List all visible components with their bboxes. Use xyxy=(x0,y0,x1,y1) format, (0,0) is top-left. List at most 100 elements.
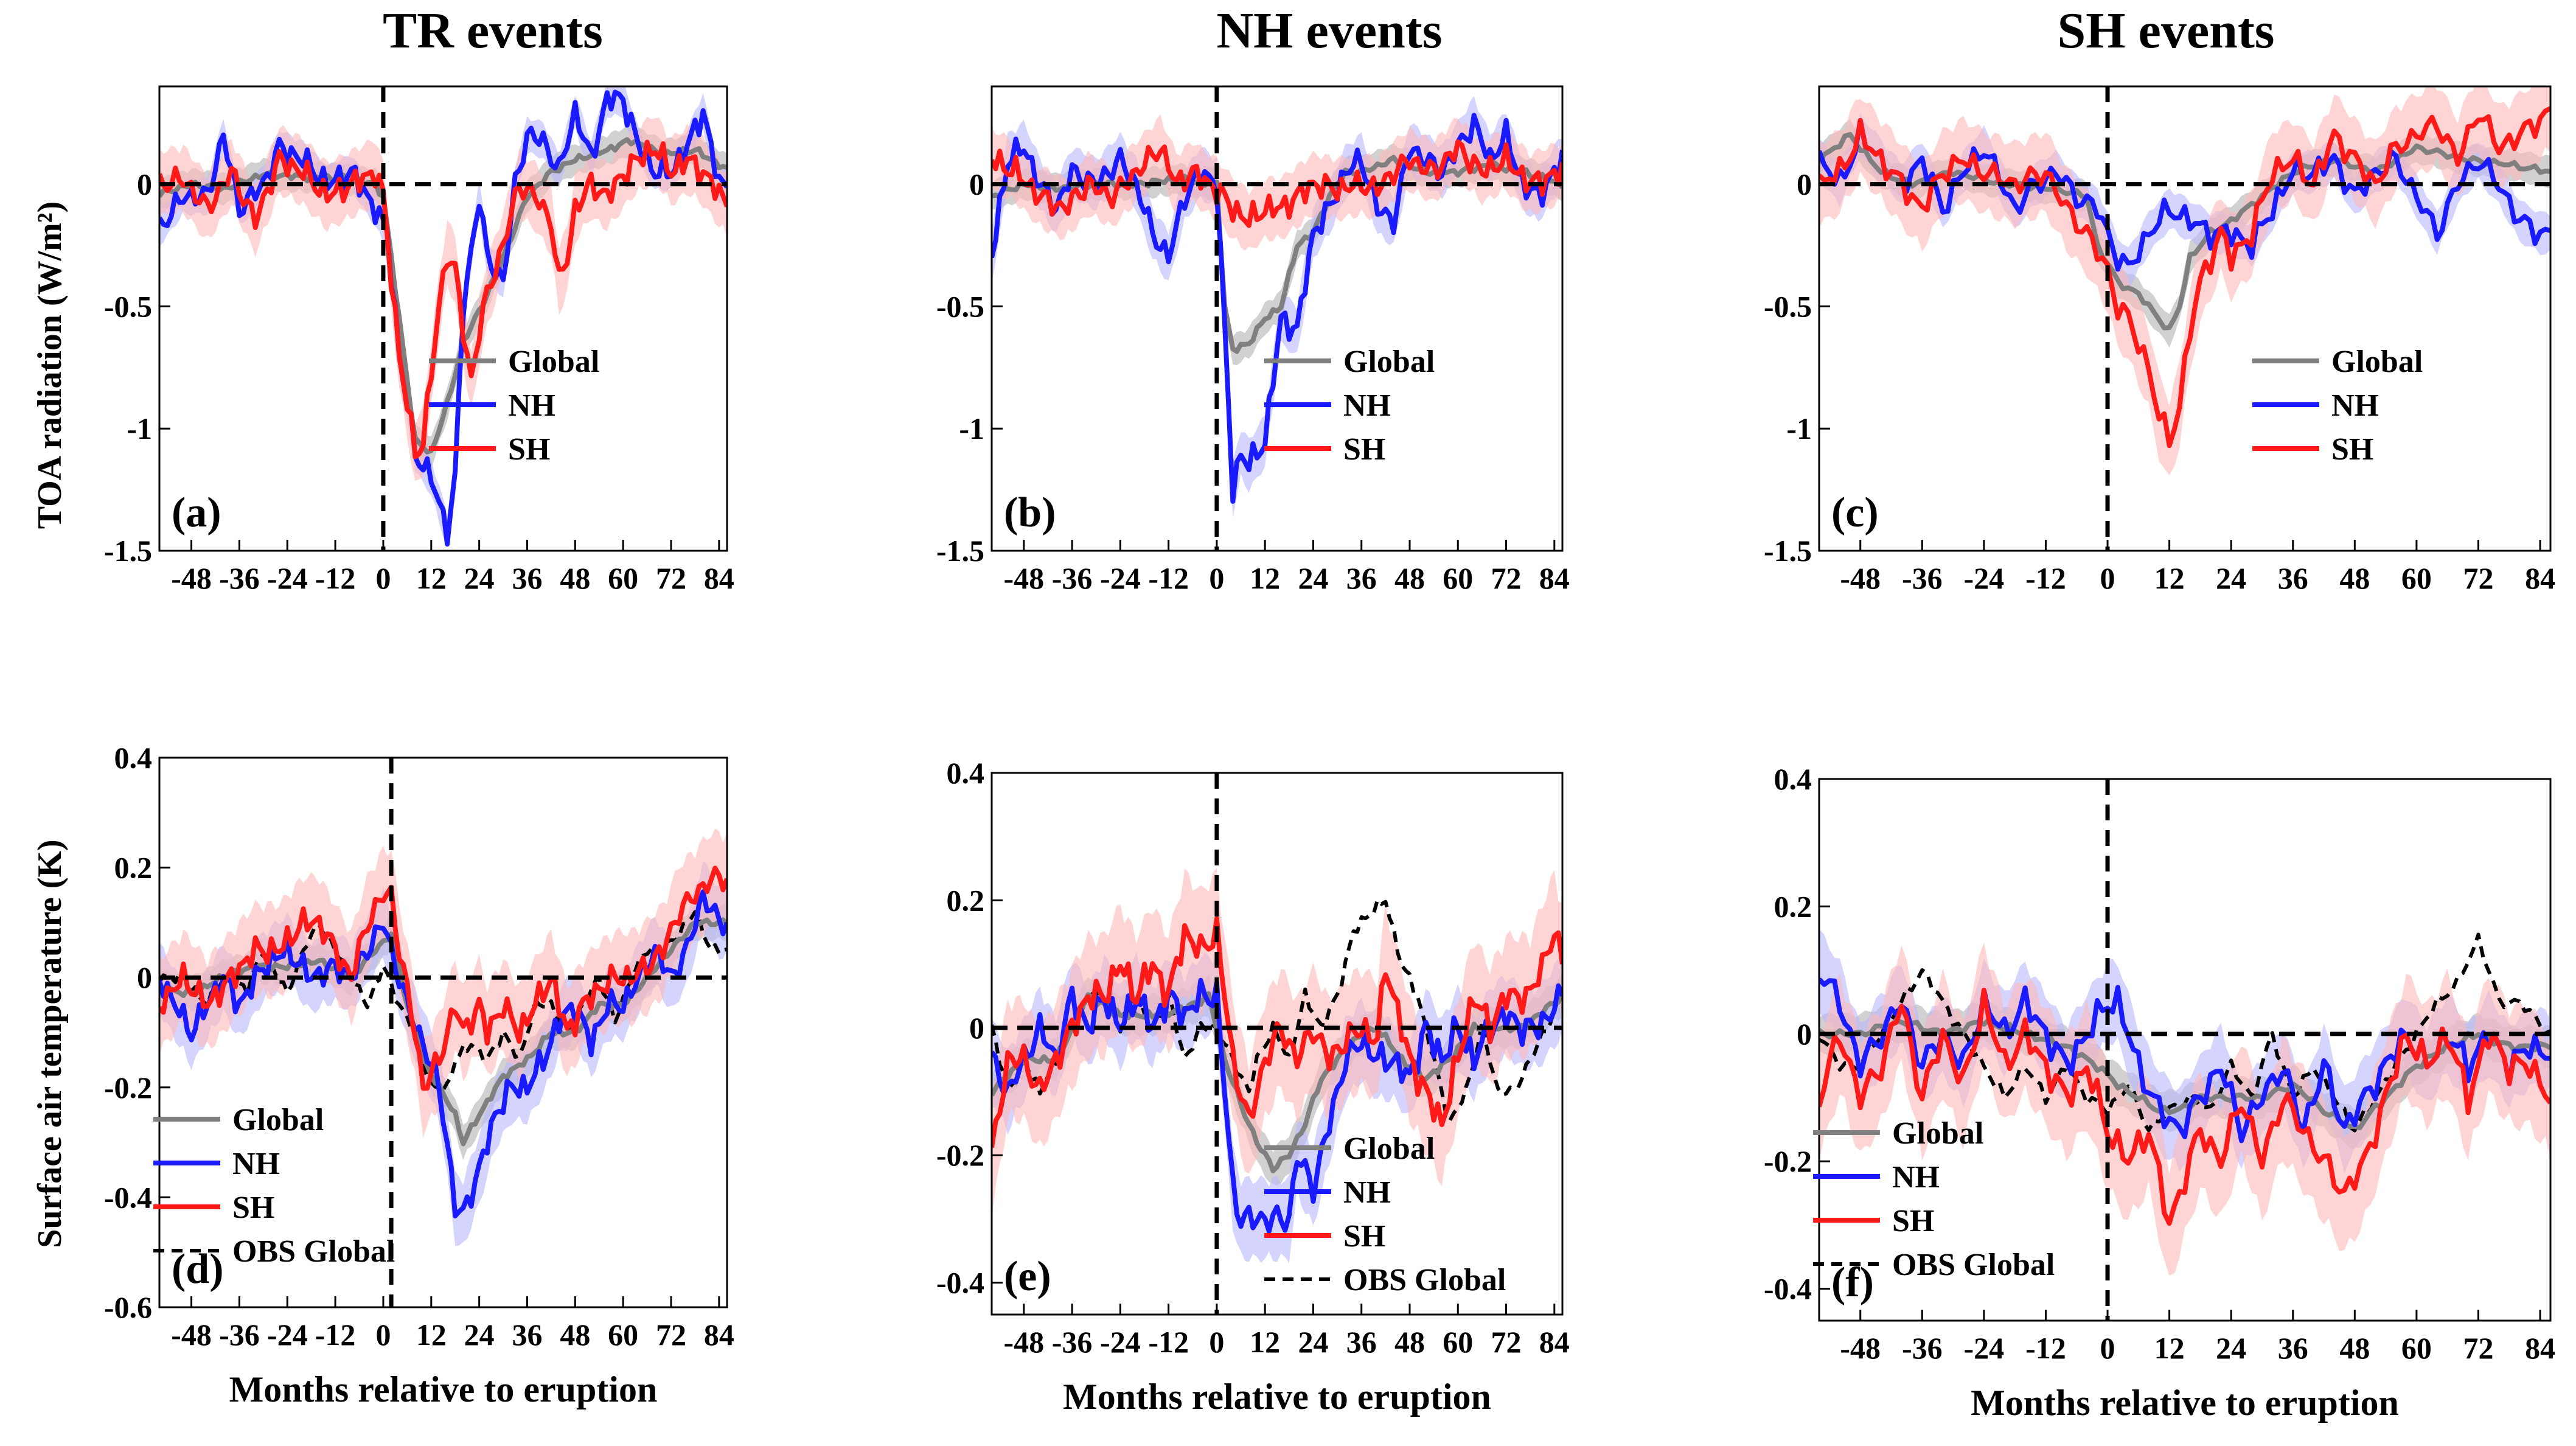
y-tick-label: -0.2 xyxy=(1764,1144,1812,1178)
global-legend-label: Global xyxy=(2331,344,2423,379)
x-tick-label: 24 xyxy=(2216,561,2246,595)
y-tick-label: -1.5 xyxy=(1764,534,1812,568)
x-tick-label: 84 xyxy=(1539,561,1570,595)
x-tick-label: 84 xyxy=(2525,561,2555,595)
x-tick-label: 48 xyxy=(560,1318,590,1352)
x-tick-label: -12 xyxy=(2025,1331,2066,1365)
x-tick-label: 0 xyxy=(1209,1325,1224,1359)
x-tick-label: 84 xyxy=(1539,1325,1570,1359)
x-tick-label: 24 xyxy=(464,1318,495,1352)
x-tick-label: 48 xyxy=(1394,561,1425,595)
column-title-nh: NH events xyxy=(1217,2,1443,59)
y-tick-label: -1.5 xyxy=(104,534,152,568)
global-legend-label: Global xyxy=(1343,1131,1435,1166)
y-tick-label: -1.5 xyxy=(936,534,984,568)
x-tick-label: 72 xyxy=(2463,1331,2493,1365)
x-tick-label: 60 xyxy=(2401,561,2432,595)
x-tick-label: 84 xyxy=(2525,1331,2555,1365)
x-tick-label: 36 xyxy=(2278,1331,2308,1365)
x-tick-label: -48 xyxy=(1004,1325,1045,1359)
x-tick-label: 72 xyxy=(656,1318,686,1352)
plot-area xyxy=(992,96,1562,518)
y-tick-label: -1 xyxy=(1786,411,1812,445)
x-tick-label: 36 xyxy=(2278,561,2308,595)
x-tick-label: 0 xyxy=(375,1318,391,1352)
legend: Global NH SH xyxy=(1264,344,1435,467)
panel-a: -48 -36 -24 -12 0 12 24 36 48 60 72 84 0 -0.5 -1 -1.5 (a… xyxy=(104,85,734,595)
nh-series-line xyxy=(1819,117,2550,272)
x-tick-label: 48 xyxy=(560,561,590,595)
legend: Global NH SH xyxy=(2252,344,2423,467)
x-tick-label: 60 xyxy=(608,561,638,595)
x-tick-label: 72 xyxy=(1491,1325,1522,1359)
axes-frame xyxy=(1818,778,2552,1322)
column-title-tr: TR events xyxy=(383,2,603,59)
global-legend-label: Global xyxy=(1892,1116,1983,1151)
x-tick-label: 60 xyxy=(608,1318,638,1352)
y-tick-label: -0.6 xyxy=(104,1290,152,1324)
plot-area xyxy=(159,86,727,547)
y-tick-label: 0.2 xyxy=(947,883,985,917)
y-tick-label: 0 xyxy=(1797,1017,1812,1051)
nh-uncertainty-band xyxy=(1819,113,2550,293)
panel-f: -48 -36 -24 -12 0 12 24 36 48 60 72 84 0.4 0.2 0 -0.2 -0… xyxy=(1764,762,2555,1423)
x-tick-label: 12 xyxy=(2154,1331,2185,1365)
y-tick-label: -0.5 xyxy=(1764,289,1812,323)
panel-label: (f) xyxy=(1831,1259,1874,1306)
panel-c: -48 -36 -24 -12 0 12 24 36 48 60 72 84 0 -0.5 -1 -1.5 (c… xyxy=(1764,85,2555,595)
x-tick-label: 12 xyxy=(1250,561,1280,595)
nh-series-line xyxy=(159,89,727,547)
x-axis-label: Months relative to eruption xyxy=(1063,1377,1491,1417)
y-tick-label: 0.2 xyxy=(114,851,153,885)
y-tick-label: 0.4 xyxy=(114,741,153,775)
x-tick-label: -24 xyxy=(1964,561,2005,595)
legend: Global NH SH xyxy=(429,344,599,467)
sh-series-line xyxy=(992,916,1562,1148)
axes-frame xyxy=(158,85,728,552)
x-tick-label: 24 xyxy=(2216,1331,2246,1365)
y-tick-label: -1 xyxy=(959,411,984,445)
x-tick-label: 60 xyxy=(1443,1325,1473,1359)
x-tick-label: 48 xyxy=(1394,1325,1425,1359)
legend: Global NH SH OBS Global xyxy=(1813,1116,2055,1282)
x-tick-label: -48 xyxy=(171,1318,212,1352)
obs-legend-label: OBS Global xyxy=(1892,1248,2055,1282)
panel-label: (a) xyxy=(172,489,221,536)
x-tick-label: 60 xyxy=(2401,1331,2432,1365)
sh-series-line xyxy=(1819,106,2550,449)
sh-series-line xyxy=(992,139,1562,228)
nh-series-line xyxy=(159,889,727,1218)
x-tick-label: 12 xyxy=(416,1318,447,1352)
axes-frame xyxy=(1818,85,2552,552)
axes-frame xyxy=(158,756,728,1308)
sh-series-line xyxy=(159,139,727,459)
y-tick-label: 0.4 xyxy=(947,756,985,790)
x-tick-label: -36 xyxy=(1902,1331,1943,1365)
y-tick-label: -0.5 xyxy=(104,289,152,323)
sh-uncertainty-band xyxy=(159,828,727,1138)
x-tick-label: -12 xyxy=(315,1318,356,1352)
x-tick-label: -36 xyxy=(1902,561,1943,595)
x-tick-label: 84 xyxy=(704,1318,734,1352)
x-tick-label: 72 xyxy=(656,561,686,595)
nh-legend-label: NH xyxy=(508,388,555,423)
sh-legend-label: SH xyxy=(2331,432,2373,467)
x-tick-label: -36 xyxy=(1052,1325,1093,1359)
x-tick-label: 36 xyxy=(1346,1325,1377,1359)
x-tick-label: 36 xyxy=(512,1318,542,1352)
plot-area xyxy=(159,828,727,1246)
x-axis-label: Months relative to eruption xyxy=(1971,1383,2399,1423)
panel-b: -48 -36 -24 -12 0 12 24 36 48 60 72 84 0 -0.5 -1 -1.5 (b… xyxy=(936,85,1570,595)
axes-frame xyxy=(990,772,1564,1316)
y-tick-label: -1 xyxy=(127,411,152,445)
panel-d: -48 -36 -24 -12 0 12 24 36 48 60 72 84 0.4 0.2 0 -0.2 -0… xyxy=(104,741,734,1409)
nh-legend-label: NH xyxy=(1892,1160,1940,1195)
legend: Global NH SH OBS Global xyxy=(1264,1131,1506,1298)
panel-label: (d) xyxy=(172,1246,224,1293)
x-tick-label: 24 xyxy=(464,561,495,595)
x-tick-label: -24 xyxy=(1100,561,1141,595)
y-tick-label: -0.4 xyxy=(936,1266,984,1300)
panel-label: (b) xyxy=(1004,489,1056,536)
x-tick-label: -24 xyxy=(267,1318,308,1352)
